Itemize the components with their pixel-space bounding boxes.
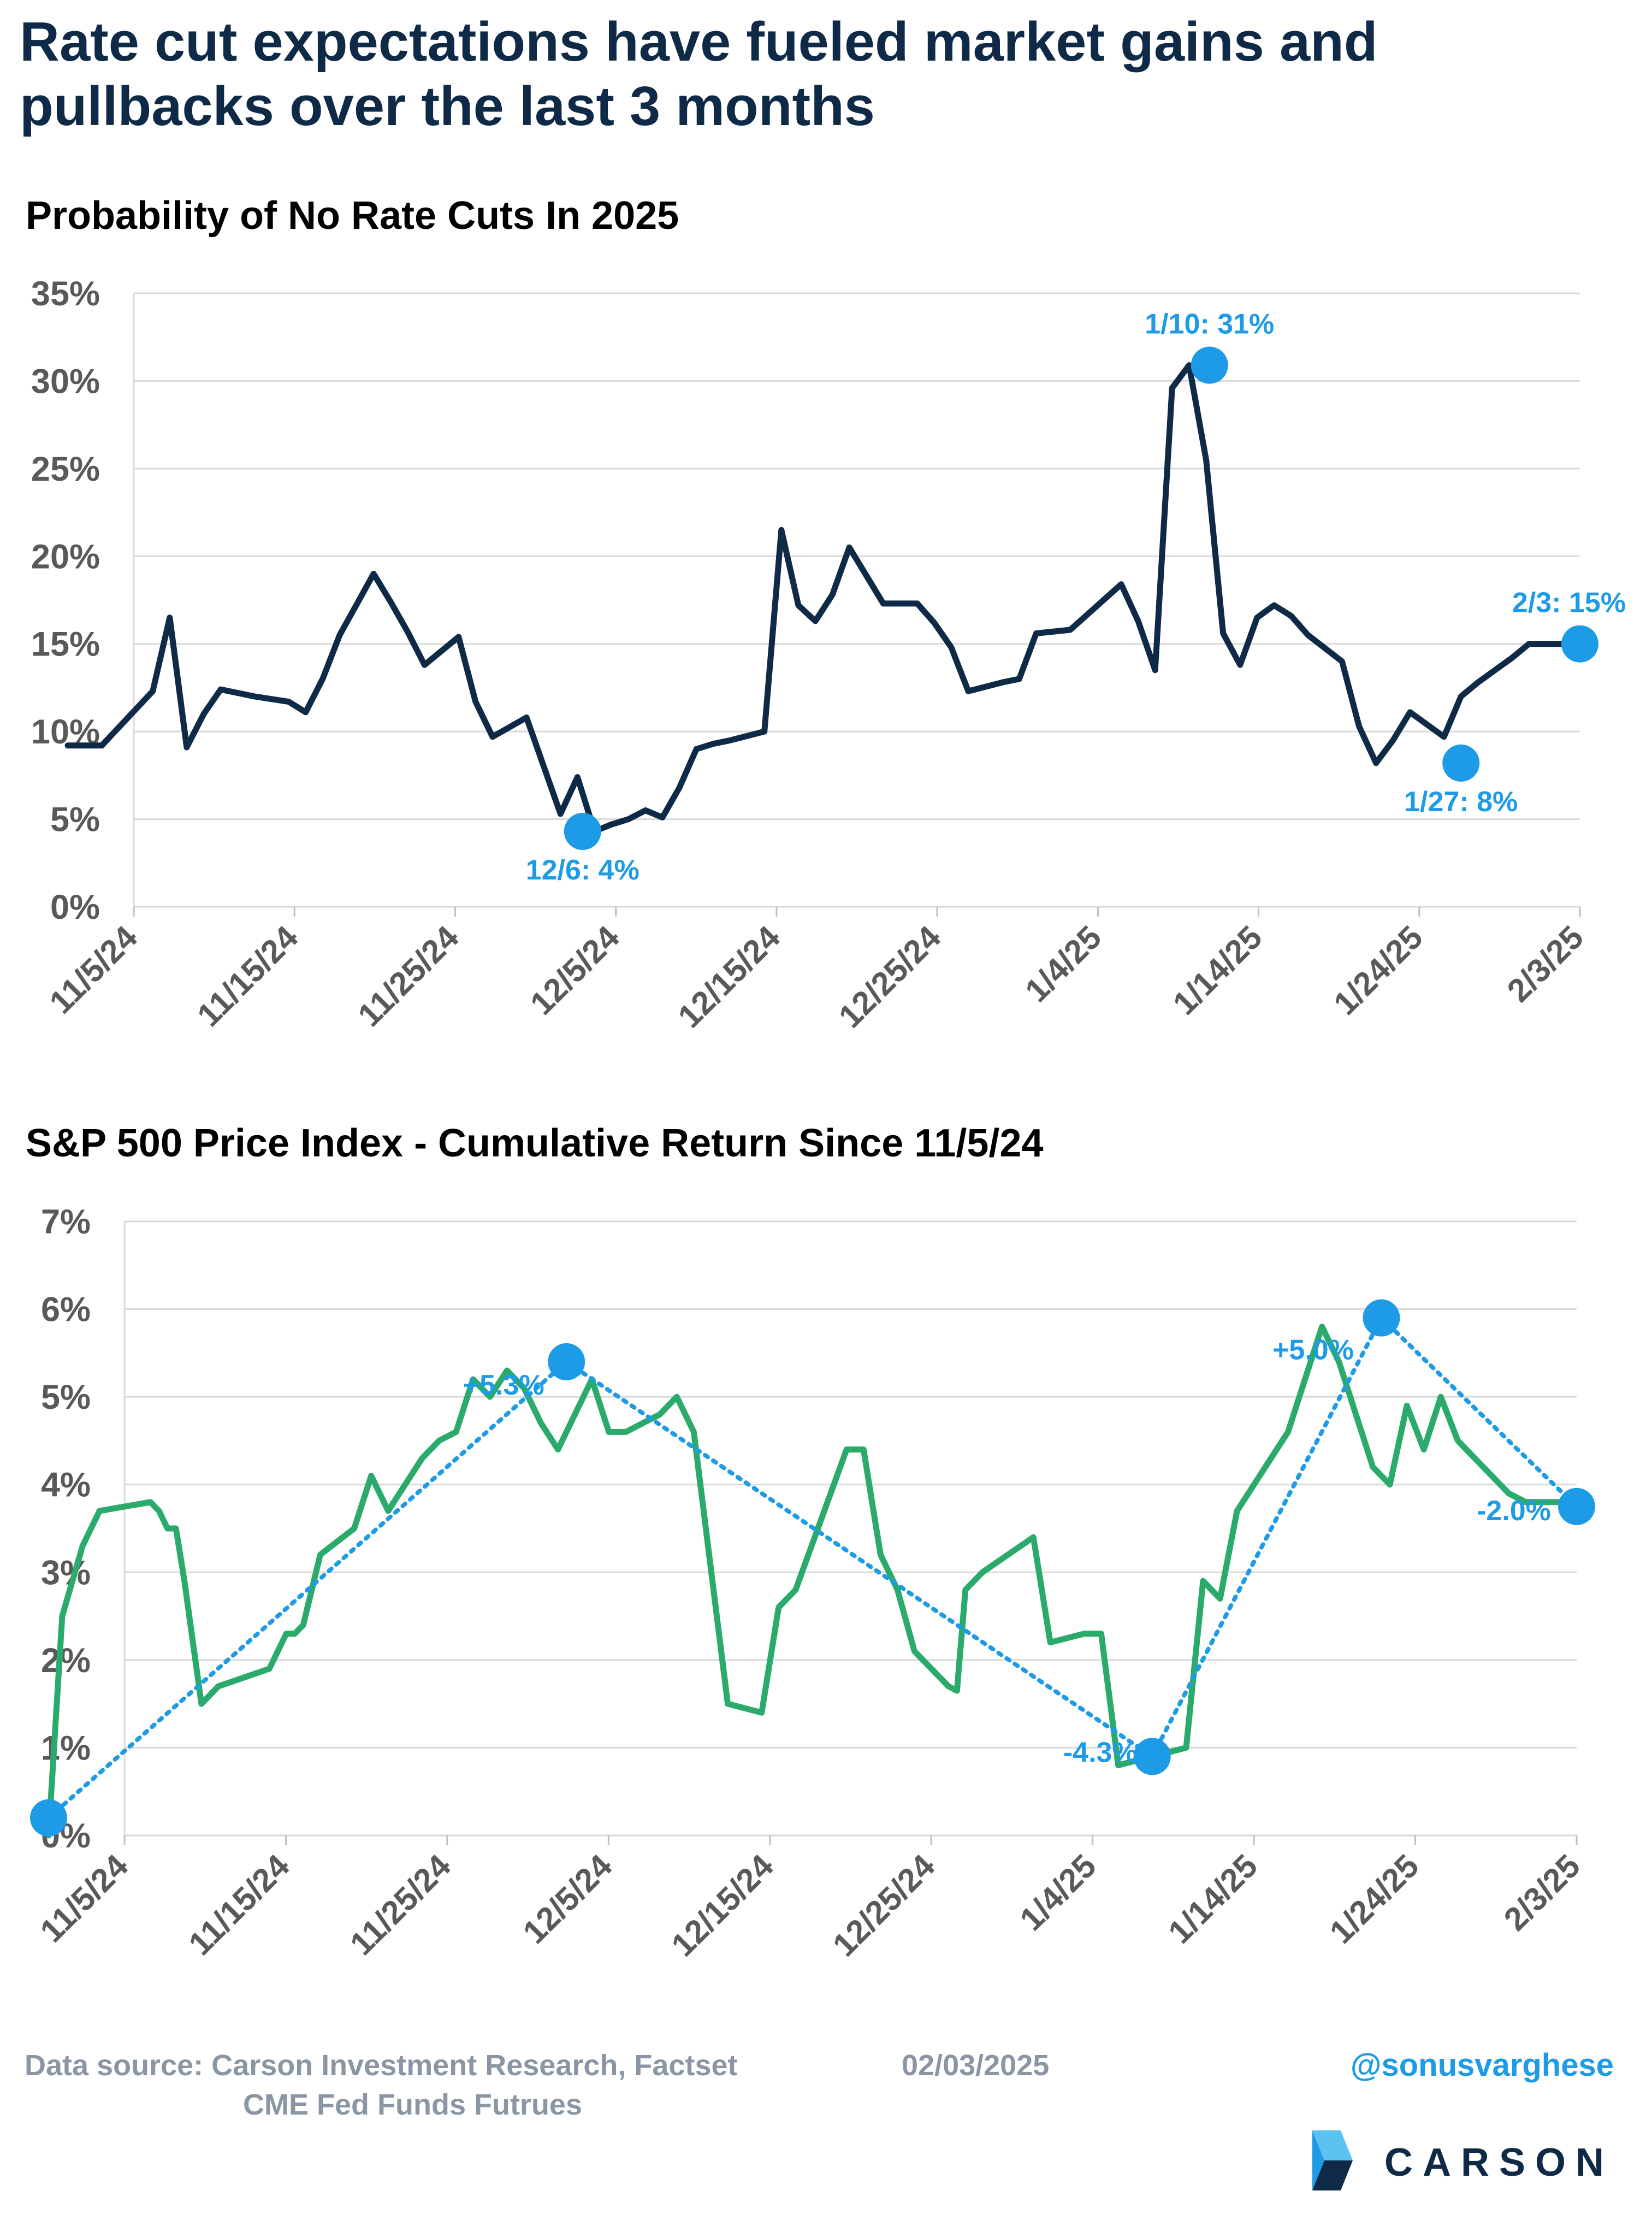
x-tick-label: 11/5/24 — [43, 918, 145, 1020]
x-tick-label: 12/5/24 — [516, 1847, 619, 1950]
trend-line — [1379, 1315, 1579, 1509]
carson-logo-icon — [1312, 2130, 1353, 2190]
x-tick-label: 12/5/24 — [523, 918, 626, 1021]
data-label: +5.3% — [463, 1369, 544, 1401]
x-tick-label: 1/24/25 — [1327, 919, 1430, 1022]
y-tick-label: 5% — [50, 801, 100, 839]
chart-1-title: Probability of No Rate Cuts In 2025 — [26, 194, 679, 238]
x-tick-label: 11/5/24 — [33, 1847, 135, 1949]
x-tick-label: 1/14/25 — [1161, 1847, 1264, 1951]
y-tick-label: 30% — [31, 362, 100, 400]
x-tick-label: 1/24/25 — [1323, 1847, 1426, 1951]
headline: Rate cut expectations have fueled market… — [20, 11, 1378, 137]
data-label: +5.0% — [1272, 1335, 1354, 1366]
chart-2-title: S&P 500 Price Index - Cumulative Return … — [26, 1121, 1044, 1165]
y-tick-label: 4% — [41, 1466, 91, 1504]
chart-sp500-return: 0%1%2%3%4%5%6%7%11/5/24 11/15/24 11/25/24 1… — [30, 1203, 1595, 1963]
carson-logo: CARSON — [1302, 2119, 1630, 2201]
data-marker — [564, 813, 601, 851]
data-label: 1/27: 8% — [1404, 786, 1518, 818]
data-source: Data source: Carson Investment Research,… — [25, 2049, 738, 2082]
y-tick-label: 0% — [50, 888, 100, 926]
trend-line — [564, 1359, 1154, 1759]
x-tick-label: 2/3/25 — [1497, 1847, 1587, 1938]
trend-line — [46, 1359, 569, 1820]
x-tick-label: 12/25/24 — [832, 918, 948, 1035]
data-label: 12/6: 4% — [526, 854, 640, 886]
x-tick-label: 11/25/24 — [351, 918, 466, 1034]
y-tick-label: 35% — [31, 275, 100, 313]
x-tick-label: 1/4/25 — [1013, 1847, 1103, 1938]
carson-logo-text: CARSON — [1384, 2141, 1614, 2184]
data-marker — [30, 1799, 67, 1837]
data-marker — [1363, 1299, 1400, 1337]
y-tick-label: 25% — [31, 450, 100, 488]
x-tick-label: 12/25/24 — [826, 1847, 942, 1963]
y-tick-label: 20% — [31, 538, 100, 576]
x-tick-label: 12/15/24 — [671, 918, 787, 1035]
y-tick-label: 15% — [31, 625, 100, 664]
data-marker — [548, 1343, 585, 1380]
y-tick-label: 3% — [41, 1554, 91, 1592]
x-tick-label: 1/14/25 — [1166, 919, 1269, 1022]
data-marker — [1442, 744, 1480, 782]
data-label: -2.0% — [1477, 1495, 1551, 1527]
data-marker — [1558, 1487, 1595, 1525]
x-tick-label: 1/4/25 — [1018, 919, 1108, 1009]
data-label: 2/3: 15% — [1512, 587, 1626, 619]
x-tick-label: 11/15/24 — [190, 918, 305, 1034]
x-tick-label: 12/15/24 — [664, 1847, 780, 1963]
y-tick-label: 1% — [41, 1729, 91, 1767]
data-marker — [1561, 625, 1598, 663]
x-tick-label: 11/15/24 — [181, 1847, 297, 1962]
trend-line — [1150, 1315, 1384, 1759]
y-tick-label: 6% — [41, 1291, 91, 1329]
y-tick-label: 5% — [41, 1378, 91, 1416]
report-date: 02/03/2025 — [902, 2049, 1050, 2082]
x-tick-label: 11/25/24 — [343, 1847, 458, 1962]
data-label: -4.3% — [1063, 1737, 1138, 1768]
y-tick-label: 2% — [41, 1641, 91, 1680]
x-tick-label: 2/3/25 — [1500, 919, 1590, 1009]
data-source-line2: CME Fed Funds Futrues — [243, 2088, 582, 2121]
series-line — [64, 362, 1583, 835]
y-tick-label: 7% — [41, 1203, 91, 1241]
data-marker — [1133, 1738, 1171, 1775]
chart-no-rate-cuts: 0%5%10%15%20%25%30%35%11/5/24 11/15/24 11/… — [31, 275, 1626, 1035]
author-handle[interactable]: @sonusvarghese — [1350, 2047, 1614, 2083]
data-marker — [1191, 346, 1228, 384]
data-label: 1/10: 31% — [1145, 309, 1274, 340]
series-line — [45, 1324, 1580, 1839]
